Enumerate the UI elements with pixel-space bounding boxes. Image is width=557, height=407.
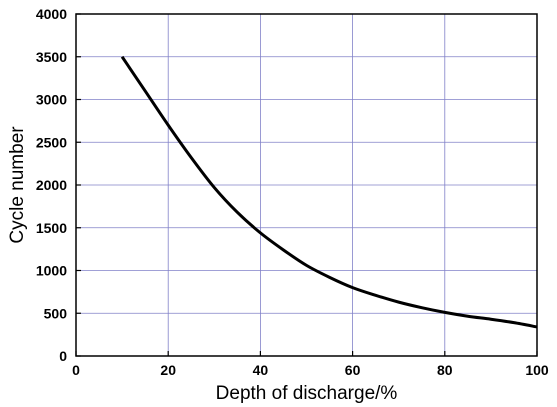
tick-marks — [75, 13, 538, 357]
y-tick-labels: 0 500 1000 1500 2000 2500 3000 3500 4000 — [36, 6, 67, 364]
y-tick-label: 2000 — [36, 177, 67, 193]
x-tick-label: 100 — [525, 362, 549, 378]
x-tick-label: 0 — [72, 362, 80, 378]
y-tick-label: 4000 — [36, 6, 67, 22]
y-tick-label: 1000 — [36, 263, 67, 279]
x-tick-label: 80 — [437, 362, 453, 378]
grid — [76, 14, 537, 356]
y-tick-label: 2500 — [36, 134, 67, 150]
y-tick-label: 500 — [44, 305, 68, 321]
series-layer — [120, 55, 538, 329]
y-tick-label: 1500 — [36, 220, 67, 236]
y-axis-title: Cycle number — [7, 126, 28, 244]
x-tick-label: 40 — [253, 362, 269, 378]
x-tick-labels: 0 20 40 60 80 100 — [72, 362, 549, 378]
y-tick-label: 0 — [59, 348, 67, 364]
x-tick-label: 20 — [160, 362, 176, 378]
series-line — [120, 55, 538, 329]
y-tick-label: 3000 — [36, 92, 67, 108]
x-axis-title: Depth of discharge/% — [216, 383, 398, 404]
x-tick-label: 60 — [345, 362, 361, 378]
y-tick-label: 3500 — [36, 49, 67, 65]
